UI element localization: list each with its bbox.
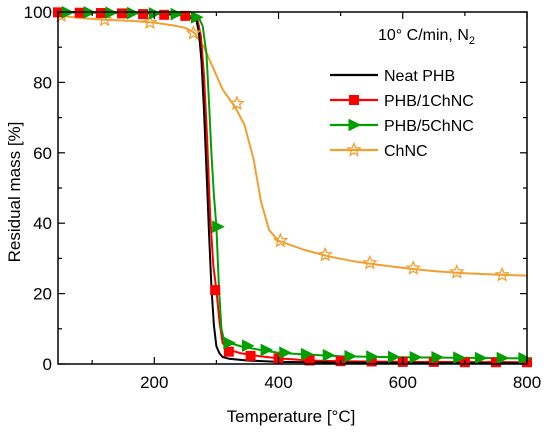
data-point-triangle bbox=[241, 339, 255, 353]
data-point-star bbox=[362, 254, 378, 270]
y-tick-label: 40 bbox=[33, 214, 52, 233]
data-point-triangle bbox=[409, 351, 423, 364]
data-point-triangle bbox=[279, 346, 292, 360]
data-point-triangle bbox=[453, 351, 466, 364]
data-point-triangle bbox=[366, 350, 379, 363]
data-point-star bbox=[272, 232, 289, 248]
series-line bbox=[57, 11, 528, 364]
y-tick-label: 80 bbox=[33, 73, 52, 92]
y-axis-label: Residual mass [%] bbox=[5, 122, 24, 263]
series-line bbox=[57, 11, 528, 365]
data-point-triangle bbox=[344, 349, 358, 363]
data-point-star bbox=[405, 260, 422, 275]
data-point-square bbox=[223, 346, 234, 357]
data-point-triangle bbox=[191, 10, 204, 24]
data-point-triangle bbox=[431, 351, 445, 364]
data-point-square bbox=[210, 285, 221, 296]
data-point-triangle bbox=[322, 348, 336, 362]
data-point-triangle bbox=[127, 6, 140, 20]
condition-annotation: 10° C/min, N2 bbox=[378, 27, 475, 47]
data-point-triangle bbox=[387, 350, 401, 364]
series-line bbox=[57, 14, 528, 277]
x-tick-label: 200 bbox=[140, 373, 168, 392]
data-point-star bbox=[142, 14, 158, 30]
condition-annotation-subscript: 2 bbox=[469, 35, 475, 47]
y-tick-label: 100 bbox=[24, 3, 52, 22]
legend-label: PHB/1ChNC bbox=[384, 93, 474, 110]
data-point-triangle bbox=[496, 351, 510, 365]
data-point-star bbox=[494, 266, 510, 282]
data-point-star bbox=[185, 24, 202, 40]
data-point-square bbox=[138, 9, 149, 20]
plot-series bbox=[57, 11, 528, 365]
data-point-star bbox=[229, 95, 245, 111]
data-point-triangle bbox=[212, 220, 225, 234]
data-point-triangle bbox=[348, 118, 362, 132]
data-point-star bbox=[448, 263, 465, 279]
data-point-square bbox=[116, 8, 127, 19]
legend-label: ChNC bbox=[384, 143, 428, 160]
data-point-triangle bbox=[260, 343, 274, 357]
data-point-star bbox=[317, 246, 333, 262]
y-tick-label: 60 bbox=[33, 144, 52, 163]
data-point-square bbox=[245, 350, 256, 361]
x-tick-label: 400 bbox=[264, 373, 292, 392]
data-point-triangle bbox=[223, 336, 236, 350]
legend: Neat PHB PHB/1ChNC PHB/5ChNC ChNC bbox=[330, 68, 474, 160]
data-point-triangle bbox=[518, 352, 532, 365]
data-point-star bbox=[346, 141, 362, 157]
plot-frame bbox=[57, 11, 528, 365]
y-tick-label: 0 bbox=[43, 355, 52, 374]
x-axis-label: Temperature [°C] bbox=[227, 407, 356, 426]
x-axis: 200 400 600 800 bbox=[91, 12, 541, 392]
y-tick-label: 20 bbox=[33, 285, 52, 304]
data-point-square bbox=[159, 9, 170, 20]
plot-markers bbox=[53, 6, 532, 368]
x-tick-label: 800 bbox=[513, 373, 541, 392]
condition-annotation-main: 10° C/min, N bbox=[378, 27, 469, 44]
data-point-square bbox=[349, 95, 359, 105]
data-point-square bbox=[95, 8, 106, 19]
legend-label: PHB/5ChNC bbox=[384, 118, 474, 135]
y-axis: 0 20 40 60 80 100 bbox=[24, 3, 527, 374]
series-line bbox=[57, 11, 528, 360]
x-tick-label: 600 bbox=[389, 373, 417, 392]
data-point-triangle bbox=[474, 351, 488, 365]
data-point-triangle bbox=[300, 347, 314, 361]
legend-label: Neat PHB bbox=[384, 68, 455, 85]
